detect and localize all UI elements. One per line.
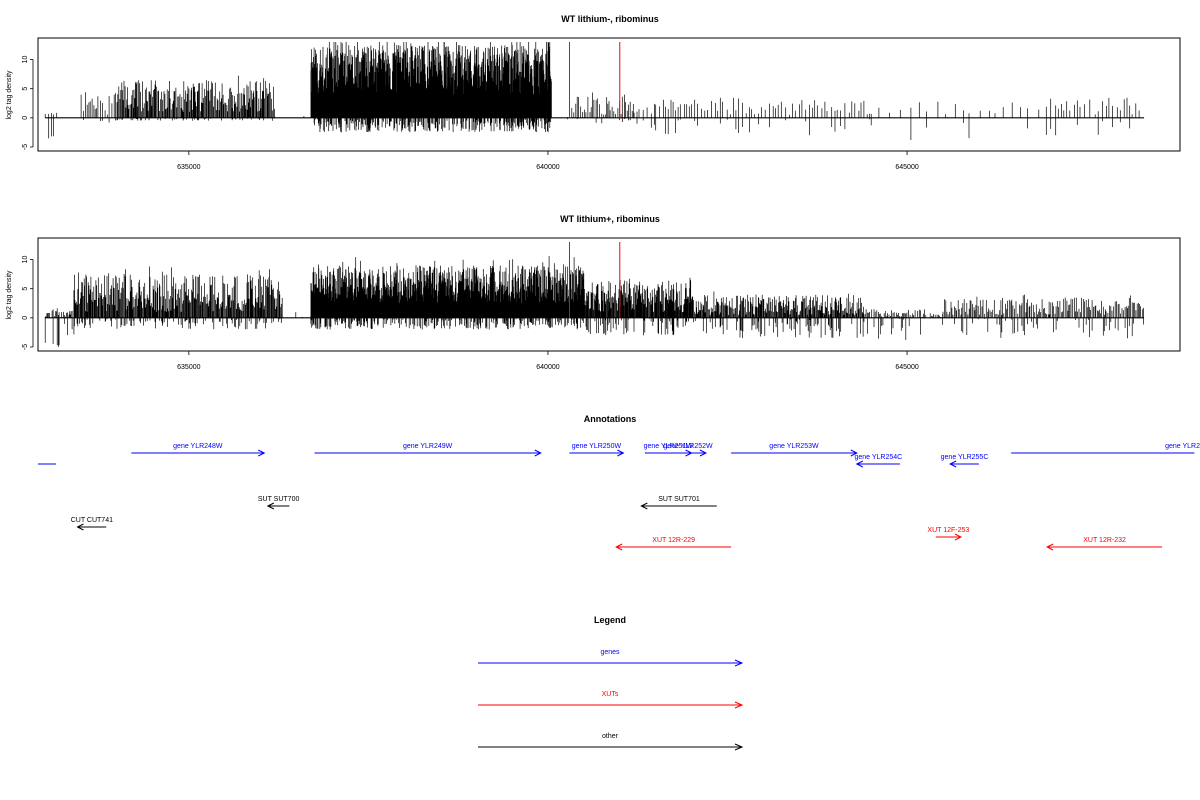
annotation-label: gene YLR254C xyxy=(854,454,902,461)
annotation-label: gene YLR2 xyxy=(1165,443,1200,450)
annotation-xut: XUT 12R-232 xyxy=(1046,537,1163,551)
signal-region xyxy=(310,256,585,330)
annotation-items: gene YLR248W gene YLR249W gene YLR250W gene… xyxy=(38,443,1200,551)
legend-item-other: other xyxy=(478,733,744,751)
annotation-gene: gene YLR249W xyxy=(314,443,542,457)
annotation-gene: gene YLR255C xyxy=(941,454,989,468)
signal-region xyxy=(655,97,871,136)
annotation-label: CUT CUT741 xyxy=(71,517,113,524)
y-tick-label: 5 xyxy=(22,87,29,91)
y-axis-label: log2 tag density xyxy=(6,270,13,320)
annotation-label: gene YLR250W xyxy=(572,443,622,450)
y-tick-label: 0 xyxy=(22,116,29,120)
x-tick-label: 635000 xyxy=(177,164,200,171)
signal-region xyxy=(310,42,552,133)
annotation-label: XUT 12R-232 xyxy=(1083,537,1126,544)
legend-label: genes xyxy=(600,649,620,656)
annotation-xut: XUT 12F-253 xyxy=(927,527,969,541)
legend-item-xut: XUTs xyxy=(478,691,744,709)
signal-region xyxy=(863,309,943,340)
plot-frame xyxy=(37,37,1181,152)
y-axis: -5 0 5 10 xyxy=(22,256,34,350)
annotation-label: gene YLR251W xyxy=(644,443,694,450)
y-tick-label: 0 xyxy=(22,316,29,320)
annotation-gene: gene YLR2 xyxy=(1011,443,1200,454)
annotation-label: gene YLR252W xyxy=(663,443,713,450)
signal-region xyxy=(691,291,864,339)
signal-region xyxy=(80,92,116,123)
x-tick-label: 645000 xyxy=(895,364,918,371)
annotation-other: SUT SUT700 xyxy=(258,496,300,510)
annotations-title: Annotations xyxy=(584,414,637,424)
x-tick-label: 640000 xyxy=(536,164,559,171)
annotation-gene: gene YLR254C xyxy=(854,454,902,468)
signal-region xyxy=(73,266,283,330)
signal-region xyxy=(633,103,655,128)
annotations-track: Annotations gene YLR248W gene YLR249W gene… xyxy=(38,414,1200,551)
signal-panel-lithium-plus: WT lithium+, ribominus log2 tag density … xyxy=(6,214,1181,371)
y-tick-label: 5 xyxy=(22,287,29,291)
annotation-other: SUT SUT701 xyxy=(640,496,717,510)
signal-bars xyxy=(44,256,1144,347)
signal-region xyxy=(569,92,634,124)
panel-title: WT lithium-, ribominus xyxy=(561,14,659,24)
signal-region xyxy=(281,312,312,321)
legend-item-gene: genes xyxy=(478,649,744,667)
x-tick-label: 640000 xyxy=(536,364,559,371)
x-axis: 635000 640000 645000 xyxy=(177,351,919,371)
x-tick-label: 635000 xyxy=(177,364,200,371)
y-axis-label: log2 tag density xyxy=(6,70,13,120)
marker-lines xyxy=(568,42,621,118)
annotation-gene: gene YLR250W xyxy=(569,443,625,457)
legend-label: other xyxy=(602,733,619,740)
signal-region xyxy=(870,101,1047,140)
signal-region xyxy=(1050,97,1140,136)
legend-label: XUTs xyxy=(602,691,619,698)
annotation-label: gene YLR249W xyxy=(403,443,453,450)
signal-region xyxy=(44,112,58,139)
annotation-gene: gene YLR248W xyxy=(131,443,266,457)
legend-title: Legend xyxy=(594,615,626,625)
annotation-label: XUT 12R-229 xyxy=(652,537,695,544)
annotation-gene: gene YLR252W xyxy=(663,443,713,457)
annotation-label: SUT SUT701 xyxy=(658,496,700,503)
annotation-label: SUT SUT700 xyxy=(258,496,300,503)
signal-region xyxy=(942,294,1144,339)
signal-region xyxy=(583,277,692,336)
signal-bars xyxy=(44,42,1140,140)
signal-region xyxy=(116,75,275,121)
y-tick-label: 10 xyxy=(22,56,29,64)
annotation-other: CUT CUT741 xyxy=(71,517,113,531)
annotation-gene: gene YLR253W xyxy=(731,443,858,457)
panel-title: WT lithium+, ribominus xyxy=(560,214,660,224)
legend-items: genes XUTs other xyxy=(478,649,744,751)
annotation-label: gene YLR248W xyxy=(173,443,223,450)
annotation-label: XUT 12F-253 xyxy=(927,527,969,534)
annotation-label: gene YLR255C xyxy=(941,454,989,461)
x-tick-label: 645000 xyxy=(895,164,918,171)
annotation-label: gene YLR253W xyxy=(769,443,819,450)
y-tick-label: -5 xyxy=(22,144,29,150)
legend: Legend genes XUTs other xyxy=(478,615,744,751)
x-axis: 635000 640000 645000 xyxy=(177,151,919,171)
y-axis: -5 0 5 10 xyxy=(22,56,34,150)
marker-lines xyxy=(568,242,621,318)
annotation-xut: XUT 12R-229 xyxy=(615,537,732,551)
y-tick-label: -5 xyxy=(22,344,29,350)
y-tick-label: 10 xyxy=(22,256,29,264)
plot-frame xyxy=(37,237,1181,352)
signal-panel-lithium-minus: WT lithium-, ribominus log2 tag density … xyxy=(6,14,1181,171)
signal-region xyxy=(44,307,75,347)
